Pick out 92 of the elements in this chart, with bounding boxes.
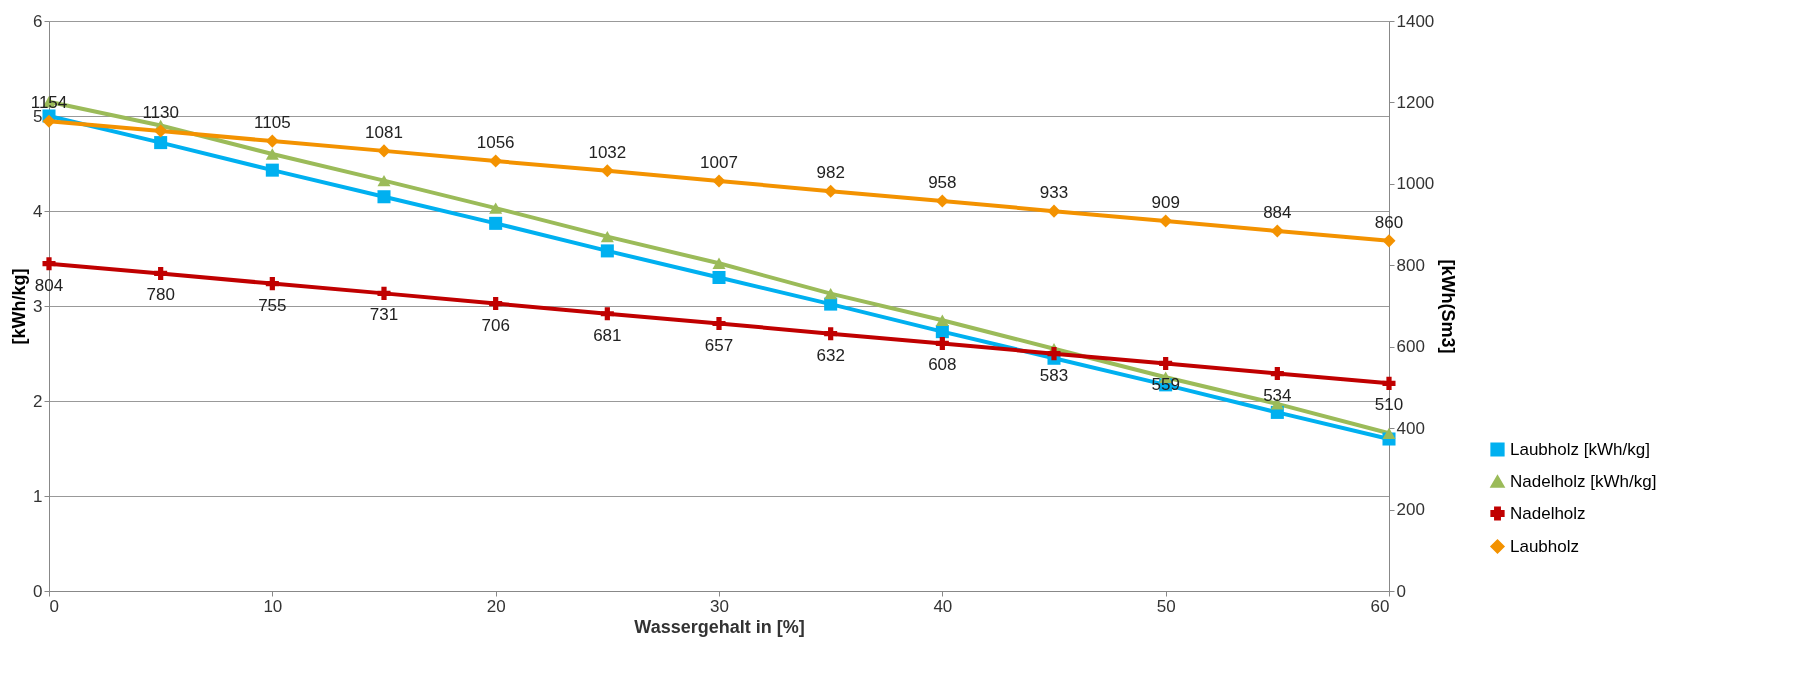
point — [935, 314, 949, 326]
x-tick-label: 50 — [1156, 596, 1176, 616]
point — [935, 336, 949, 350]
y2-tick-label: 200 — [1396, 500, 1425, 520]
y2-axis-title: [kWh(Sm3] — [1438, 259, 1459, 354]
x-tick-label: 40 — [933, 596, 953, 616]
x-tick-label: 20 — [486, 596, 506, 616]
data-label: 510 — [1374, 395, 1404, 415]
point — [935, 194, 949, 208]
data-label: 1056 — [476, 133, 515, 153]
point — [1047, 347, 1061, 361]
point — [824, 288, 838, 300]
point — [600, 164, 614, 178]
point — [1382, 234, 1396, 248]
point — [489, 297, 503, 311]
point — [489, 216, 503, 230]
point — [377, 144, 391, 158]
y-tick-label: 1 — [33, 486, 43, 506]
data-label: 1007 — [700, 153, 738, 173]
point — [1159, 214, 1173, 228]
data-label: 933 — [1039, 183, 1069, 203]
data-label: 884 — [1263, 203, 1292, 223]
point — [154, 124, 168, 138]
point — [600, 307, 614, 321]
data-label: 1032 — [588, 142, 627, 162]
data-label: 681 — [593, 325, 622, 345]
point — [824, 184, 838, 198]
point — [265, 163, 279, 177]
data-label: 982 — [816, 163, 845, 183]
y-tick-label: 6 — [33, 11, 43, 31]
point — [1270, 224, 1284, 238]
point — [1382, 427, 1396, 439]
point — [600, 231, 614, 243]
point — [712, 270, 726, 285]
point — [377, 190, 391, 204]
data-label: 1105 — [254, 113, 291, 133]
y-axis-title: [kWh/kg] — [9, 268, 30, 345]
x-tick-label: 0 — [49, 596, 59, 616]
point — [489, 202, 503, 214]
y-tick-label: 0 — [33, 581, 43, 601]
y-tick-label: 4 — [33, 201, 43, 221]
point — [377, 174, 391, 187]
data-label: 608 — [928, 355, 957, 375]
legend-label: Laubholz — [1510, 536, 1580, 556]
y2-tick-label: 800 — [1396, 255, 1425, 275]
point — [265, 277, 279, 291]
x-tick-label: 30 — [710, 596, 729, 616]
point — [377, 286, 391, 300]
y2-tick-label: 600 — [1396, 337, 1425, 357]
point — [1382, 376, 1396, 390]
legend-label: Nadelholz [kWh/kg] — [1510, 471, 1657, 491]
point — [154, 136, 168, 150]
data-label: 755 — [258, 295, 287, 315]
y2-tick-label: 400 — [1396, 418, 1425, 438]
data-label: 1081 — [365, 122, 403, 142]
y2-tick-label: 1000 — [1396, 174, 1435, 194]
y-tick-label: 3 — [33, 296, 43, 316]
x-tick-label: 10 — [263, 596, 283, 616]
data-label: 780 — [146, 285, 175, 305]
point — [265, 134, 279, 148]
point — [489, 154, 503, 168]
data-label: 583 — [1039, 365, 1069, 385]
data-label: 632 — [816, 345, 845, 365]
point — [154, 266, 168, 280]
x-axis-title: Wassergehalt in [%] — [634, 616, 805, 637]
point — [42, 114, 56, 128]
point — [265, 148, 279, 160]
y-tick-label: 2 — [33, 391, 43, 411]
point — [712, 257, 726, 269]
point — [600, 244, 614, 258]
data-label: 804 — [34, 275, 64, 295]
data-label: 958 — [928, 172, 957, 192]
point — [712, 174, 726, 188]
point — [42, 257, 56, 271]
data-label: 731 — [369, 305, 399, 325]
data-label: 860 — [1374, 212, 1404, 232]
point — [1159, 356, 1173, 370]
y2-tick-label: 0 — [1396, 581, 1406, 601]
data-label: 534 — [1263, 385, 1292, 405]
data-label: 706 — [481, 315, 510, 335]
x-tick-label: 60 — [1370, 596, 1390, 616]
point — [1270, 367, 1284, 381]
point — [1047, 204, 1061, 218]
y2-tick-label: 1200 — [1396, 92, 1435, 112]
legend-label: Laubholz [kWh/kg] — [1510, 439, 1650, 459]
point — [712, 316, 726, 331]
y2-tick-label: 1400 — [1396, 11, 1435, 31]
legend-label: Nadelholz — [1510, 503, 1586, 523]
data-label: 1130 — [142, 102, 179, 122]
point — [824, 327, 838, 341]
data-label: 657 — [704, 335, 734, 355]
data-label: 909 — [1151, 192, 1180, 212]
